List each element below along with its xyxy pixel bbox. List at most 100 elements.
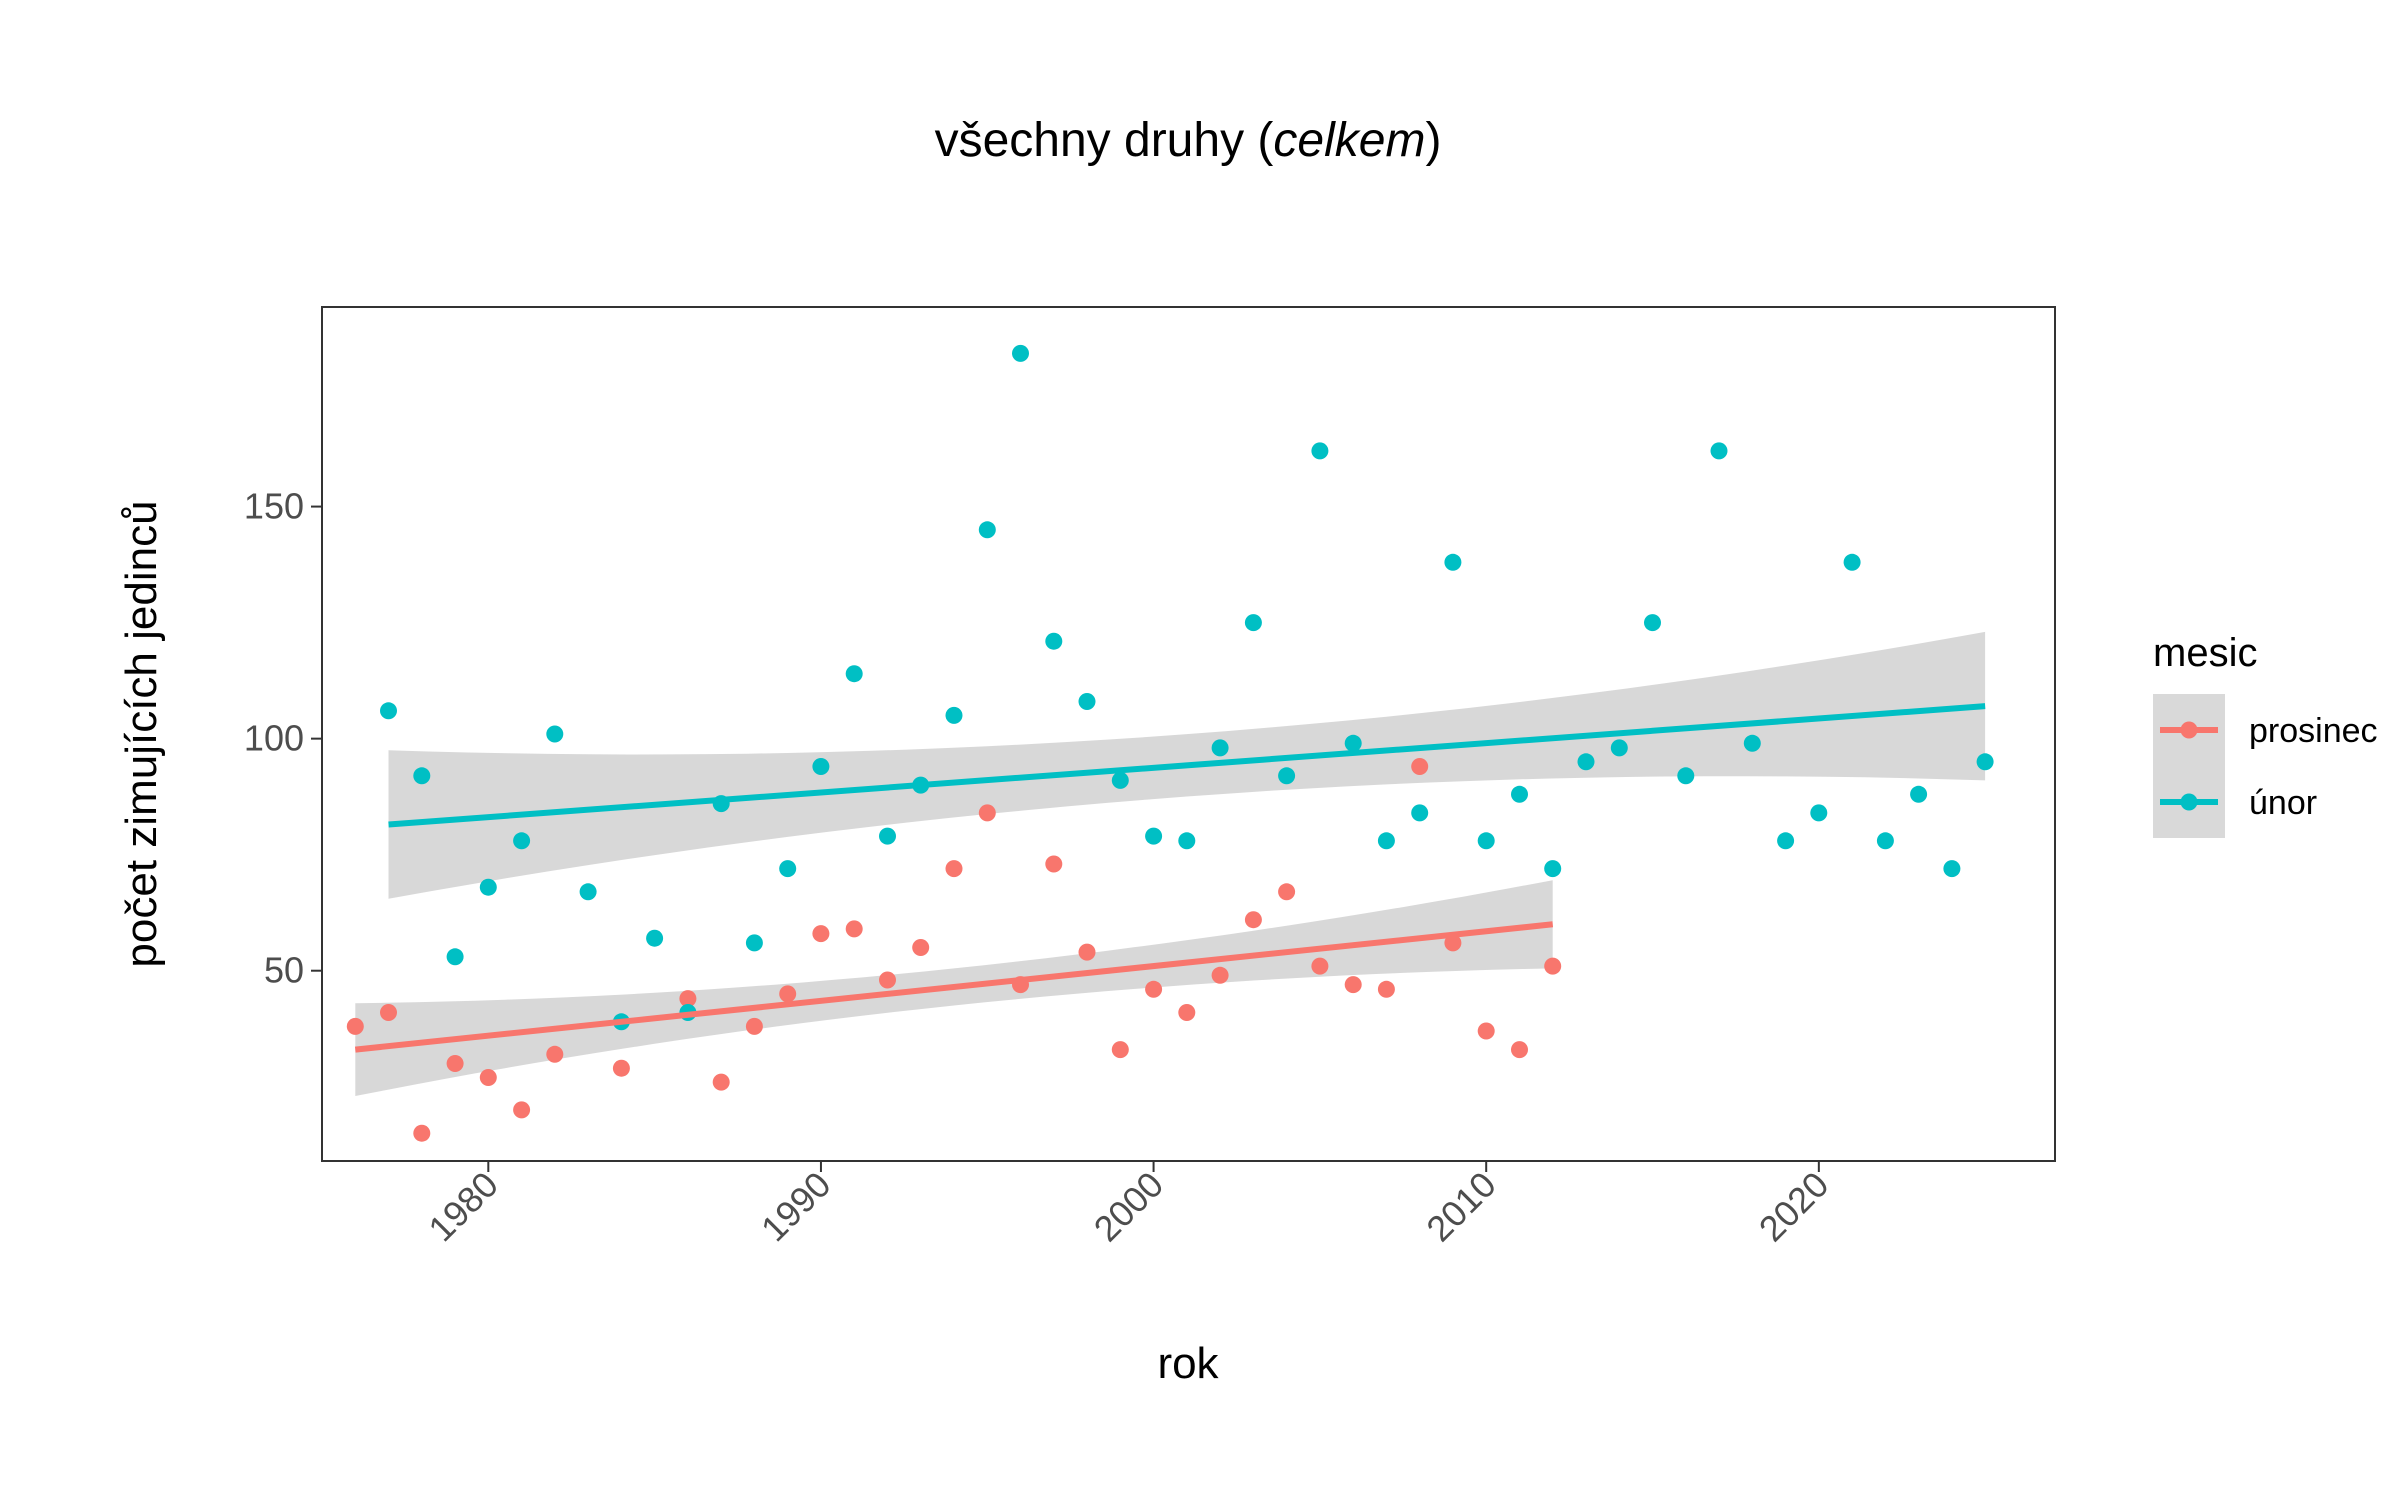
data-point-0-8	[679, 990, 697, 1008]
data-point-1-6	[579, 883, 597, 901]
data-point-0-30	[1411, 758, 1429, 775]
data-point-0-21	[1111, 1041, 1129, 1059]
data-point-0-0	[346, 1017, 364, 1035]
data-point-1-31	[1411, 804, 1429, 822]
data-point-1-26	[1244, 614, 1262, 632]
x-axis-title: rok	[1157, 1339, 1219, 1388]
y-axis-title: počet zimujících jedinců	[117, 500, 166, 967]
data-point-1-41	[1743, 734, 1761, 752]
data-point-1-45	[1876, 832, 1894, 850]
trend-lines	[354, 703, 1986, 1053]
data-point-1-4	[513, 832, 531, 850]
data-point-0-11	[779, 985, 797, 1003]
data-point-1-21	[1078, 693, 1096, 710]
data-point-0-28	[1344, 976, 1362, 994]
data-point-1-8	[646, 929, 664, 947]
data-point-1-5	[546, 725, 564, 743]
legend-title: mesic	[2153, 631, 2257, 675]
data-point-1-11	[745, 934, 763, 952]
data-point-1-19	[1012, 344, 1029, 362]
data-point-0-29	[1377, 980, 1395, 998]
data-point-0-26	[1278, 883, 1296, 901]
data-point-1-46	[1910, 785, 1928, 803]
data-point-0-25	[1244, 911, 1262, 929]
y-tick-label-0: 50	[264, 950, 304, 991]
data-point-1-37	[1610, 739, 1628, 757]
data-point-0-14	[879, 971, 896, 989]
data-point-0-10	[745, 1017, 763, 1035]
chart-title-suffix: )	[1425, 114, 1441, 167]
data-point-1-30	[1377, 832, 1395, 850]
data-point-1-38	[1677, 767, 1695, 785]
data-point-0-27	[1311, 957, 1329, 975]
data-point-0-15	[912, 939, 930, 956]
trend-line-1	[388, 703, 1986, 828]
data-point-0-1	[380, 1004, 397, 1021]
data-point-1-24	[1178, 832, 1196, 850]
data-point-1-35	[1544, 860, 1562, 878]
data-point-1-43	[1810, 804, 1828, 822]
data-point-1-42	[1777, 832, 1795, 850]
legend-keys	[2160, 721, 2218, 811]
data-point-1-29	[1344, 734, 1362, 752]
data-point-0-2	[413, 1124, 431, 1142]
y-tick-label-2: 150	[244, 486, 304, 527]
chart-title: všechny druhy (celkem)	[935, 114, 1442, 167]
data-point-1-15	[879, 827, 896, 845]
data-point-0-4	[479, 1069, 497, 1086]
data-point-1-32	[1444, 553, 1462, 571]
legend-key-point-0	[2180, 721, 2198, 739]
data-point-1-12	[779, 860, 797, 878]
data-point-1-2	[446, 948, 464, 966]
chart-title-emphasis: celkem	[1273, 114, 1425, 167]
data-point-1-27	[1278, 767, 1296, 785]
data-point-0-5	[513, 1101, 531, 1119]
data-point-0-24	[1211, 966, 1229, 984]
data-point-1-3	[479, 878, 497, 896]
data-point-1-14	[845, 665, 863, 683]
data-point-0-19	[1045, 855, 1063, 873]
data-point-0-22	[1145, 980, 1163, 998]
data-point-1-36	[1577, 753, 1595, 771]
data-point-0-33	[1511, 1041, 1528, 1059]
data-point-0-32	[1477, 1022, 1495, 1040]
data-point-1-18	[978, 521, 996, 539]
chart-title-prefix: všechny druhy (	[935, 114, 1274, 167]
data-point-0-12	[812, 925, 830, 943]
legend-label-prosinec: prosinec	[2249, 712, 2378, 750]
data-point-0-34	[1544, 957, 1562, 975]
data-point-0-13	[845, 920, 863, 938]
data-point-1-33	[1477, 832, 1495, 850]
data-point-1-0	[380, 702, 397, 720]
data-point-1-40	[1710, 442, 1728, 460]
data-point-1-48	[1976, 753, 1994, 771]
data-point-1-22	[1111, 771, 1129, 789]
data-point-1-20	[1045, 632, 1063, 650]
data-point-1-17	[945, 706, 963, 724]
data-point-0-17	[978, 804, 996, 822]
data-point-0-9	[712, 1073, 730, 1091]
legend-key-point-1	[2180, 793, 2198, 811]
legend: mesic prosinec únor	[2153, 631, 2378, 838]
data-point-1-47	[1943, 860, 1961, 878]
data-point-1-44	[1843, 553, 1861, 571]
data-point-1-1	[413, 767, 431, 785]
data-point-1-34	[1511, 785, 1528, 803]
y-axis: 50 100 150	[244, 486, 322, 991]
data-point-0-6	[546, 1045, 564, 1063]
data-point-0-7	[612, 1059, 630, 1077]
data-point-1-39	[1644, 614, 1661, 632]
legend-label-unor: únor	[2249, 784, 2317, 822]
data-point-1-13	[812, 758, 830, 775]
data-point-0-20	[1078, 943, 1096, 961]
data-point-1-23	[1145, 827, 1163, 845]
data-point-1-28	[1311, 442, 1329, 460]
data-point-0-23	[1178, 1004, 1196, 1021]
y-tick-label-1: 100	[244, 718, 304, 759]
data-point-0-31	[1444, 934, 1462, 952]
trend-line-0	[354, 921, 1554, 1053]
plot-panel-border	[321, 306, 2056, 1162]
data-point-0-3	[446, 1055, 464, 1072]
data-point-1-25	[1211, 739, 1229, 757]
